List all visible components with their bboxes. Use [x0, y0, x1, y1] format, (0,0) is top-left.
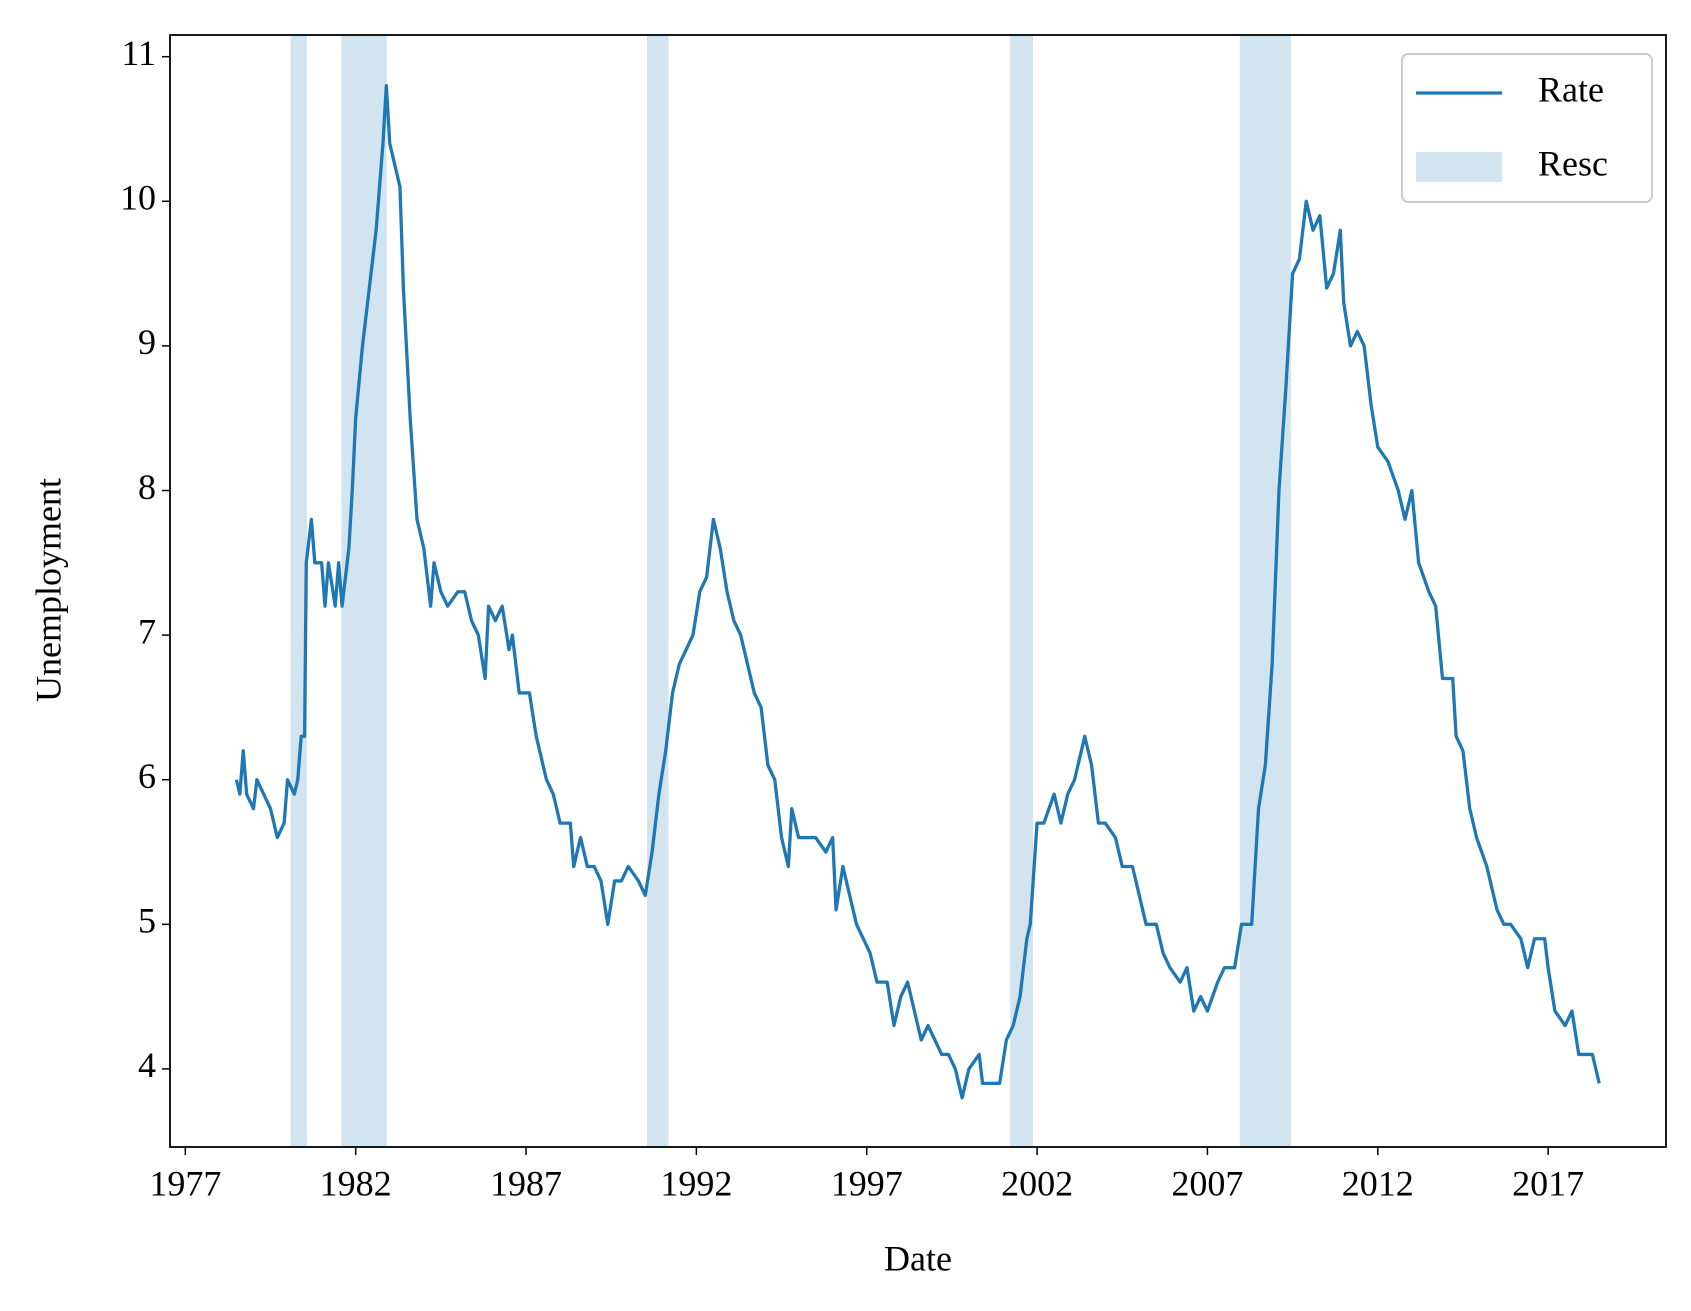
recession-band: [290, 35, 307, 1147]
x-tick-label: 1987: [490, 1163, 562, 1203]
recession-band: [1010, 35, 1033, 1147]
legend-label: Resc: [1538, 143, 1608, 183]
x-axis-label: Date: [884, 1238, 952, 1278]
y-tick-label: 5: [138, 901, 156, 941]
line: [234, 83, 1601, 1100]
x-tick-label: 1977: [149, 1163, 221, 1203]
y-axis-label: Unemployment: [28, 478, 68, 702]
x-tick-label: 2002: [1001, 1163, 1073, 1203]
y-tick-label: 6: [138, 756, 156, 796]
x-tick-label: 1992: [660, 1163, 732, 1203]
legend-label: Rate: [1538, 69, 1604, 109]
legend-swatch: [1416, 152, 1502, 182]
recession-band: [646, 35, 669, 1147]
x-tick-label: 2017: [1512, 1163, 1584, 1203]
y-tick-label: 7: [138, 611, 156, 651]
x-tick-label: 1982: [320, 1163, 392, 1203]
x-tick-label: 1997: [831, 1163, 903, 1203]
plot-frame: [169, 34, 1667, 1148]
y-tick-label: 4: [138, 1045, 156, 1085]
legend-box: [1401, 53, 1653, 203]
y-tick-label: 10: [120, 178, 156, 218]
x-tick-label: 2012: [1342, 1163, 1414, 1203]
recession-band: [341, 35, 387, 1147]
y-tick-label: 8: [138, 467, 156, 507]
y-tick-label: 11: [121, 33, 156, 73]
recession-band: [1239, 35, 1291, 1147]
legend: Rate Resc: [1401, 53, 1653, 203]
y-tick-label: 9: [138, 322, 156, 362]
x-tick-label: 2007: [1171, 1163, 1243, 1203]
